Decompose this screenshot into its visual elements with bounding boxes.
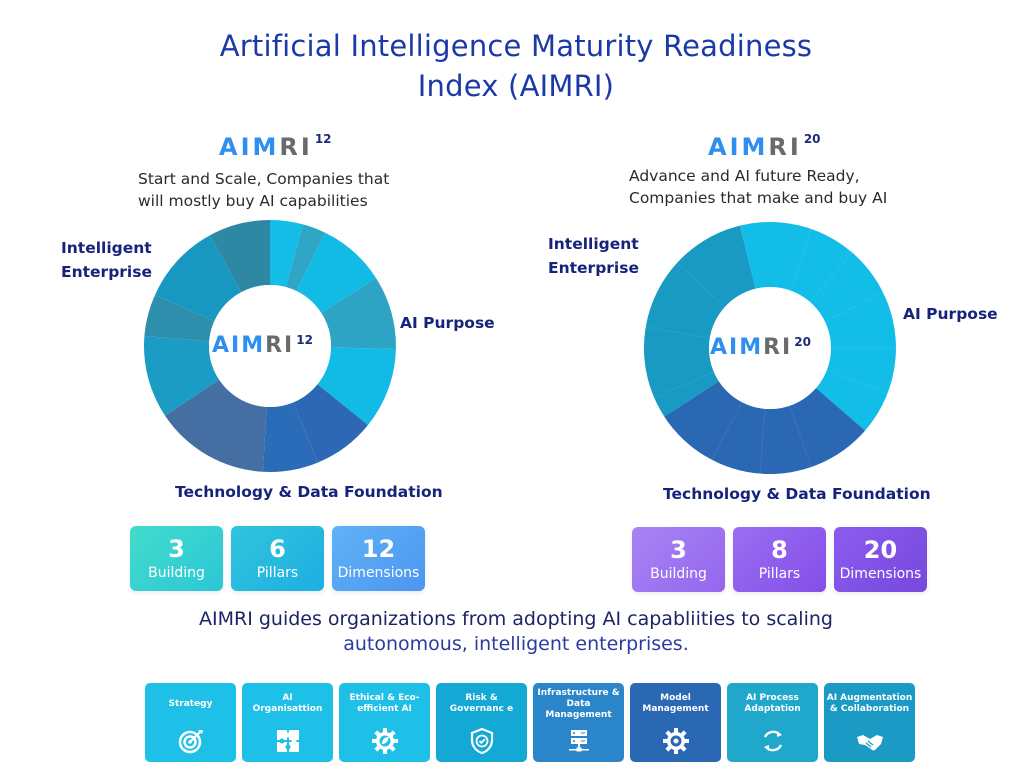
pillar-label: AI Organisattion [252, 693, 323, 714]
pillar-label: AI Augmentation & Collaboration [826, 693, 913, 714]
stat-number: 8 [771, 535, 788, 564]
stat-number: 12 [361, 534, 396, 563]
tagline-line-2: autonomous, intelligent enterprises. [343, 633, 689, 655]
pillar-infrastructure-data: Infrastructure & Data Management [533, 683, 624, 762]
pillar-risk-governance: Risk & Governanc e [436, 683, 527, 762]
logo-superscript: 12 [314, 132, 332, 146]
stat-label: Pillars [256, 564, 299, 581]
center-logo-superscript: 12 [296, 333, 313, 347]
pillar-ai-augmentation: AI Augmentation & Collaboration [824, 683, 915, 762]
pillar-label: Ethical & Eco-efficient AI [349, 693, 420, 714]
donut-svg [643, 221, 896, 474]
page-title: Artificial Intelligence Maturity Readine… [0, 26, 1032, 106]
stats-aimri20: 3 Building 8 Pillars 20 Dimensions [632, 527, 927, 592]
stat-building: 3 Building [632, 527, 725, 592]
logo-aim: AIM [219, 133, 280, 161]
pillar-ethical-ai: Ethical & Eco-efficient AI [339, 683, 430, 762]
pillar-ai-process-adaptation: AI Process Adaptation [727, 683, 818, 762]
tagline-line-1: AIMRI guides organizations from adopting… [199, 608, 833, 630]
label-line: Enterprise [61, 263, 152, 281]
logo-superscript: 20 [803, 132, 821, 146]
server-icon [564, 726, 594, 756]
aimri12-subtitle: Start and Scale, Companies that will mos… [138, 168, 389, 212]
stat-label: Dimensions [839, 565, 922, 582]
subtitle-line-2: Companies that make and buy AI [629, 189, 888, 207]
pillar-model-management: Model Management [630, 683, 721, 762]
aimri20-subtitle: Advance and AI future Ready, Companies t… [629, 165, 887, 209]
donut-chart-aimri12 [142, 218, 398, 474]
stat-label: Dimensions [337, 564, 420, 581]
pillar-label: Risk & Governanc e [449, 693, 514, 714]
shield-check-icon [467, 726, 497, 756]
pillar-label: Strategy [168, 698, 213, 709]
center-logo-aim: AIM [212, 333, 266, 358]
donut-svg [144, 220, 396, 472]
target-icon [176, 726, 206, 756]
label-technology-20: Technology & Data Foundation [663, 485, 931, 503]
logo-ri: RI [768, 133, 802, 161]
pillars-row: Strategy AI Organisattion Ethical & Eco-… [145, 683, 915, 762]
label-technology-12: Technology & Data Foundation [175, 483, 443, 501]
puzzle-icon [273, 726, 303, 756]
stat-number: 3 [168, 534, 185, 563]
center-logo-ri: RI [763, 335, 793, 360]
pillar-label: AI Process Adaptation [744, 693, 801, 714]
pillar-label: Model Management [642, 693, 709, 714]
label-line: Enterprise [548, 259, 639, 277]
pillar-strategy: Strategy [145, 683, 236, 762]
stat-number: 20 [863, 535, 898, 564]
logo-aim: AIM [708, 133, 769, 161]
ai-gear-icon [661, 726, 691, 756]
label-intelligent-enterprise-12: Intelligent Enterprise [61, 236, 152, 284]
stat-dimensions: 20 Dimensions [834, 527, 927, 592]
pillar-ai-organisation: AI Organisattion [242, 683, 333, 762]
logo-ri: RI [279, 133, 313, 161]
stat-number: 3 [670, 535, 687, 564]
aimri20-logo: AIM RI 20 [708, 133, 821, 161]
label-ai-purpose-12: AI Purpose [400, 314, 495, 332]
subtitle-line-1: Start and Scale, Companies that [138, 170, 390, 188]
label-intelligent-enterprise-20: Intelligent Enterprise [548, 232, 639, 280]
title-line-2: Index (AIMRI) [417, 69, 615, 103]
center-logo-ri: RI [265, 333, 295, 358]
stat-number: 6 [269, 534, 286, 563]
eco-gear-icon [370, 726, 400, 756]
refresh-icon [758, 726, 788, 756]
tagline: AIMRI guides organizations from adopting… [0, 607, 1032, 657]
stat-label: Pillars [758, 565, 801, 582]
pillar-label: Infrastructure & Data Management [537, 687, 620, 720]
donut-chart-aimri20 [642, 220, 898, 476]
label-line: Intelligent [548, 235, 639, 253]
center-logo-superscript: 20 [794, 335, 811, 349]
stat-pillars: 6 Pillars [231, 526, 324, 591]
subtitle-line-2: will mostly buy AI capabilities [138, 192, 368, 210]
stats-aimri12: 3 Building 6 Pillars 12 Dimensions [130, 526, 425, 591]
handshake-icon [855, 726, 885, 756]
center-logo-aim: AIM [710, 335, 764, 360]
stat-dimensions: 12 Dimensions [332, 526, 425, 591]
subtitle-line-1: Advance and AI future Ready, [629, 167, 860, 185]
label-ai-purpose-20: AI Purpose [903, 305, 998, 323]
aimri12-logo: AIM RI 12 [219, 133, 332, 161]
center-logo-aimri20: AIM RI 20 [710, 335, 811, 360]
stat-label: Building [148, 564, 205, 581]
stat-building: 3 Building [130, 526, 223, 591]
stat-pillars: 8 Pillars [733, 527, 826, 592]
label-line: Intelligent [61, 239, 152, 257]
title-line-1: Artificial Intelligence Maturity Readine… [219, 29, 813, 63]
stat-label: Building [650, 565, 707, 582]
center-logo-aimri12: AIM RI 12 [212, 333, 313, 358]
